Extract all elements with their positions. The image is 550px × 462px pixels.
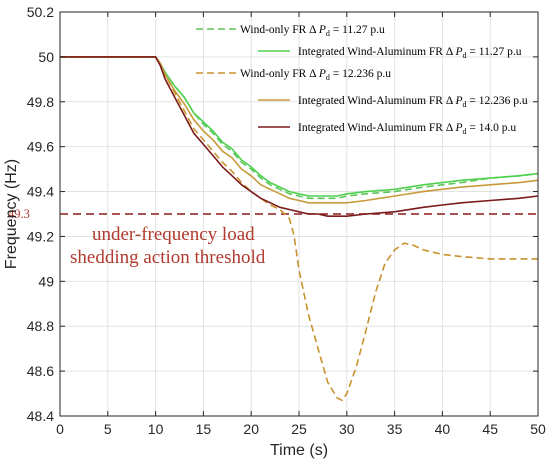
- ticks: 0 5 10 15 20 25 30 35 40 45 50 48.4 48.6 48.8 49 49.2 49…: [27, 4, 546, 437]
- annotation: under-frequency load shedding action thr…: [70, 224, 266, 268]
- x-tick-label: 5: [104, 421, 112, 437]
- x-tick-label: 10: [148, 421, 164, 437]
- series-line-2: [60, 56, 539, 197]
- legend-entry-3: Wind-only FR Δ Pd = 12.236 p.u: [240, 68, 391, 82]
- x-tick-label: 50: [530, 421, 546, 437]
- y-tick-label: 48.6: [27, 363, 54, 379]
- x-tick-label: 20: [243, 421, 259, 437]
- y-tick-label: 50: [38, 49, 54, 65]
- y-tick-label: 49.4: [27, 184, 54, 200]
- y-tick-label: 50.2: [27, 4, 54, 20]
- threshold-label: 49.3: [8, 207, 30, 221]
- x-tick-label: 15: [196, 421, 212, 437]
- threshold-layer: 49.3: [8, 207, 538, 221]
- x-tick-label: 0: [56, 421, 64, 437]
- x-tick-label: 35: [387, 421, 403, 437]
- legend-entry-4: Integrated Wind-Aluminum FR Δ Pd = 12.23…: [298, 95, 528, 109]
- y-tick-label: 49: [38, 273, 54, 289]
- x-tick-label: 30: [339, 421, 355, 437]
- annotation-line-2: shedding action threshold: [70, 247, 266, 268]
- legend-entry-1: Wind-only FR Δ Pd = 11.27 p.u: [240, 24, 385, 38]
- y-axis-label: Frequency (Hz): [3, 159, 20, 269]
- series-line-5: [60, 56, 539, 217]
- annotation-line-1: under-frequency load: [92, 224, 255, 245]
- y-tick-label: 48.4: [27, 408, 54, 424]
- series-layer: [60, 56, 539, 402]
- series-line-3: [60, 56, 538, 402]
- y-tick-label: 49.2: [27, 228, 54, 244]
- y-tick-label: 49.6: [27, 139, 54, 155]
- legend-entry-5: Integrated Wind-Aluminum FR Δ Pd = 14.0 …: [298, 122, 516, 136]
- y-tick-label: 49.8: [27, 94, 54, 110]
- y-tick-label: 48.8: [27, 318, 54, 334]
- legend-entry-2: Integrated Wind-Aluminum FR Δ Pd = 11.27…: [298, 46, 522, 60]
- legend: Wind-only FR Δ Pd = 11.27 p.u Integrated …: [196, 24, 528, 136]
- series-line-4: [60, 56, 539, 204]
- x-tick-label: 40: [435, 421, 451, 437]
- x-tick-label: 45: [482, 421, 498, 437]
- x-tick-label: 25: [291, 421, 307, 437]
- x-axis-label: Time (s): [270, 442, 328, 459]
